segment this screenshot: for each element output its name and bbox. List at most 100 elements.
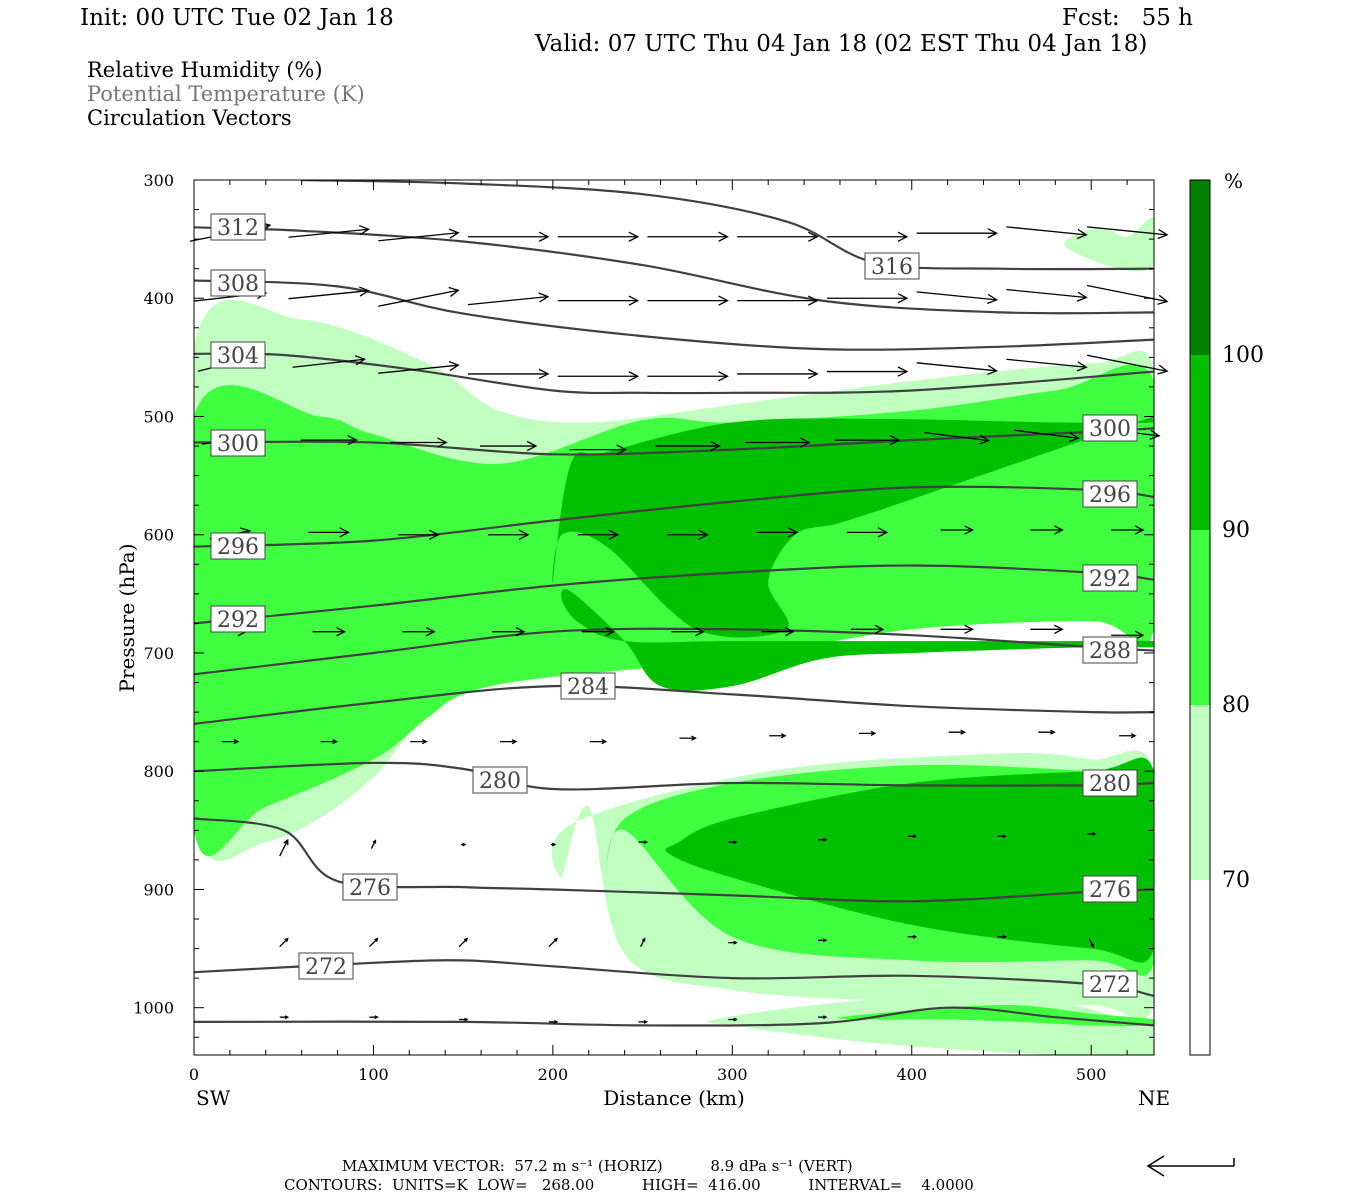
circulation-vector [402, 627, 436, 637]
circulation-vector [638, 840, 649, 845]
y-tick-label: 700 [143, 644, 174, 663]
circulation-vector [1030, 525, 1064, 535]
svg-text:276: 276 [349, 876, 391, 901]
circulation-vector [907, 834, 918, 839]
x-tick-label: 100 [358, 1065, 389, 1084]
circulation-vector [279, 838, 289, 857]
colorbar: % 100 90 80 70 [1189, 169, 1264, 1056]
svg-text:276: 276 [1089, 878, 1131, 903]
circulation-vector [1006, 358, 1088, 372]
circulation-vector [468, 231, 550, 242]
svg-text:304: 304 [217, 344, 259, 369]
theta-contour-316 [301, 180, 1154, 271]
circulation-vector [221, 739, 240, 745]
x-end-label-sw: SW [196, 1086, 231, 1110]
circulation-vector [916, 228, 999, 239]
circulation-vector [369, 1015, 379, 1020]
x-tick-label: 200 [538, 1065, 569, 1084]
circulation-vector [378, 360, 460, 374]
circulation-vector [569, 444, 628, 455]
colorbar-bin-0 [1190, 880, 1210, 1055]
circulation-vector [761, 627, 795, 637]
contour-label-layer: 312 316 308 304 300 300 296 296 292 292 288 284 280 2… [210, 213, 1138, 998]
circulation-vector [589, 739, 608, 745]
svg-text:300: 300 [1089, 417, 1131, 442]
circulation-vector [728, 1017, 738, 1022]
colorbar-bin-80 [1190, 530, 1210, 705]
circulation-vector [640, 937, 646, 947]
circulation-vector [940, 624, 975, 634]
circulation-vector [907, 934, 918, 939]
x-tick-label: 300 [717, 1065, 748, 1084]
vector-layer [189, 221, 1169, 1024]
circulation-vector [550, 842, 557, 847]
theta-contour-288 [194, 627, 1154, 676]
circulation-vector [557, 231, 640, 242]
circulation-vector [916, 362, 999, 376]
circulation-vector [1088, 938, 1094, 948]
circulation-vector [745, 437, 811, 448]
circulation-vector [1111, 630, 1145, 640]
init-time-label: Init: 00 UTC Tue 02 Jan 18 [80, 5, 394, 31]
circulation-vector [378, 228, 460, 242]
circulation-vector [557, 295, 640, 306]
valid-time-label: Valid: 07 UTC Thu 04 Jan 18 (02 EST Thu … [535, 31, 1148, 57]
circulation-vector [638, 1019, 649, 1024]
colorbar-unit: % [1224, 169, 1243, 193]
circulation-vector [308, 527, 351, 538]
circulation-vector [1014, 429, 1080, 443]
circulation-vector [679, 735, 697, 741]
circulation-vector [940, 525, 975, 535]
circulation-vector [292, 355, 367, 368]
colorbar-label-100: 100 [1222, 343, 1264, 368]
circulation-vector [279, 1015, 290, 1020]
theta-contour-284 [194, 684, 1154, 725]
legend-theta: Potential Temperature (K) [87, 82, 365, 106]
svg-text:308: 308 [217, 272, 259, 297]
circulation-vector [378, 286, 460, 307]
contour-label: 292 [210, 605, 266, 633]
circulation-vector [1006, 226, 1088, 240]
contour-label: 280 [1082, 769, 1138, 797]
circulation-vector [480, 440, 538, 452]
x-tick-label: 500 [1076, 1065, 1107, 1084]
colorbar-label-90: 90 [1222, 518, 1250, 543]
circulation-vector [1087, 831, 1097, 836]
svg-text:288: 288 [1089, 639, 1131, 664]
circulation-vector [1119, 733, 1137, 739]
axis-layer: 300 400 500 600 700 800 900 1000 0 100 200 300 400 50… [133, 171, 1154, 1084]
forecast-hour-label: Fcst: 55 h [1062, 5, 1193, 31]
circulation-vector [461, 842, 467, 847]
circulation-vector [834, 435, 901, 446]
contour-label: 280 [472, 766, 528, 794]
contour-label: 308 [210, 269, 266, 297]
contour-label: 272 [298, 952, 354, 980]
circulation-vector [924, 431, 991, 445]
y-tick-label: 900 [143, 880, 174, 899]
theta-contour-304 [194, 352, 1154, 395]
colorbar-bin-70 [1190, 705, 1210, 880]
circulation-vector [850, 624, 885, 634]
theta-contour-312 [194, 226, 1154, 315]
svg-text:296: 296 [1089, 483, 1131, 508]
colorbar-label-70: 70 [1222, 868, 1250, 893]
circulation-vector [948, 729, 967, 735]
theta-contour-280 [194, 761, 1154, 791]
circulation-vector [818, 1015, 828, 1020]
circulation-vector [300, 435, 359, 446]
circulation-vector [737, 368, 819, 380]
svg-text:284: 284 [567, 675, 609, 700]
rh-fill-layer [194, 217, 1154, 1055]
circulation-vector [467, 292, 550, 306]
colorbar-label-80: 80 [1222, 693, 1250, 718]
circulation-vector [997, 834, 1007, 839]
circulation-vector [577, 529, 620, 540]
contour-label: 316 [864, 252, 920, 280]
contour-label: 296 [1082, 480, 1138, 508]
contour-label: 312 [210, 213, 266, 241]
theta-contour-layer [194, 180, 1154, 1027]
circulation-vector [728, 940, 738, 945]
circulation-vector [557, 371, 640, 382]
svg-text:300: 300 [217, 432, 259, 457]
x-axis-title: Distance (km) [603, 1086, 745, 1110]
